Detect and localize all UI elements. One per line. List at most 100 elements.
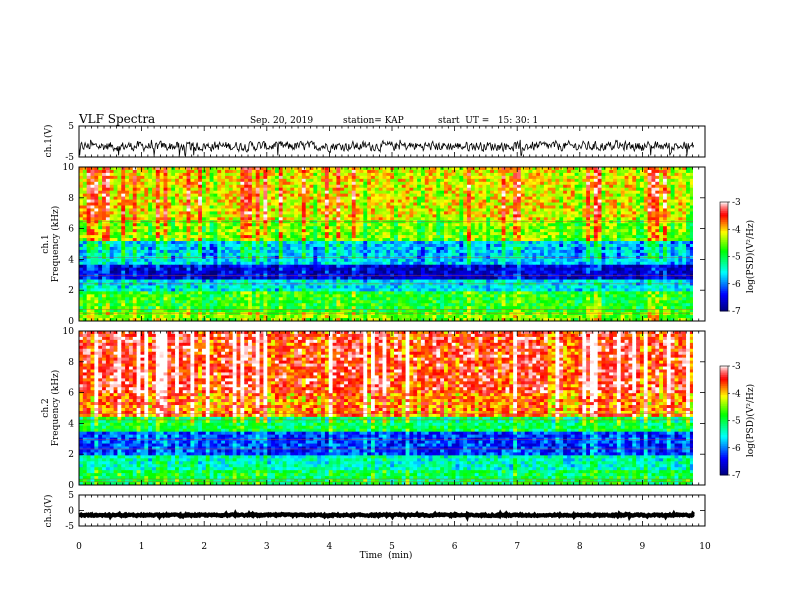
ch1-spectrogram-cell — [194, 167, 199, 171]
ch1-spectrogram-cell — [528, 199, 533, 204]
ch1-spectrogram-cell — [578, 220, 583, 224]
ch1-spectrogram-cell — [559, 241, 564, 245]
ch1-spectrogram-cell — [543, 181, 549, 186]
ch1-spectrogram-cell — [566, 238, 572, 242]
ch1-spectrogram-cell — [497, 178, 503, 183]
ch1-spectrogram-cell — [79, 226, 84, 230]
ch1-spectrogram-cell — [198, 246, 203, 251]
ch1-spectrogram-cell — [205, 211, 211, 215]
ch1-spectrogram-cell — [221, 226, 226, 230]
ch1-spectrogram-cell — [609, 246, 614, 251]
ch1-spectrogram-cell — [689, 205, 693, 210]
ch1-spectrogram-cell — [678, 167, 683, 171]
ch1-spectrogram-cell — [470, 244, 476, 248]
ch1-spectrogram-cell — [167, 246, 172, 251]
ch1-spectrogram-cell — [305, 190, 311, 195]
ch1-spectrogram-cell — [113, 181, 119, 186]
ch1-spectrogram-cell — [601, 190, 606, 195]
ch1-spectrogram-cell — [79, 167, 84, 171]
ch1-spectrogram-cell — [563, 172, 568, 177]
ch1-spectrogram-cell — [240, 190, 245, 195]
ch1-spectrogram-cell — [390, 199, 395, 204]
ch1-spectrogram-cell — [536, 220, 541, 224]
ch1-spectrogram-cell — [351, 169, 357, 174]
ch1-spectrogram-cell — [236, 184, 241, 189]
ch1-spectrogram-cell — [182, 232, 188, 236]
ch1-spectrogram-cell — [497, 241, 503, 245]
ch1-spectrogram-cell — [82, 223, 88, 227]
ch1-spectrogram-cell — [228, 193, 234, 198]
ch1-spectrogram-cell — [536, 167, 541, 171]
ch1-spectrogram-cell — [132, 232, 138, 236]
ch1-spectrogram-cell — [98, 214, 103, 218]
ch1-spectrogram-cell — [282, 175, 288, 180]
ch1-spectrogram-cell — [217, 205, 222, 210]
ch1-spectrogram-cell — [321, 181, 326, 186]
ch1-spectrogram-cell — [290, 187, 295, 192]
ch1-spectrogram-cell — [455, 246, 460, 251]
ch1-spectrogram-cell — [670, 217, 676, 221]
ch1-spectrogram-cell — [447, 190, 453, 195]
ch1-spectrogram-cell — [609, 238, 614, 242]
ch1-spectrogram-cell — [563, 199, 568, 204]
ch1-spectrogram-cell — [436, 211, 441, 215]
ch1-spectrogram-cell — [82, 249, 88, 254]
ch1-spectrogram-cell — [132, 172, 138, 177]
ch1-spectrogram-cell — [94, 199, 99, 204]
ch1-spectrogram-cell — [674, 172, 679, 177]
ch1-spectrogram-cell — [282, 202, 288, 207]
ch1-spectrogram-cell — [424, 252, 430, 257]
ch1-spectrogram-cell — [636, 187, 641, 192]
ch1-spectrogram-cell — [105, 167, 111, 171]
ch1-spectrogram-cell — [267, 181, 272, 186]
ch1-spectrogram-cell — [643, 193, 649, 198]
ch1-spectrogram-cell — [574, 211, 580, 215]
ch1-spectrogram-cell — [474, 184, 480, 189]
ch1-spectrogram-cell — [428, 178, 434, 183]
ch1-spectrogram-cell — [570, 202, 576, 207]
ch1-spectrogram-cell — [463, 178, 468, 183]
ch1-spectrogram-cell — [259, 252, 265, 257]
ch1-spectrogram-cell — [305, 214, 311, 218]
ch1-spectrogram-cell — [405, 229, 411, 233]
ch1-spectrogram-cell — [105, 205, 111, 210]
ch1-spectrogram-cell — [432, 193, 437, 198]
ch1-spectrogram-cell — [551, 244, 557, 248]
ch1-spectrogram-cell — [482, 175, 487, 180]
ch1-spectrogram-cell — [171, 172, 176, 177]
ch1-spectrogram-cell — [251, 235, 257, 239]
ch1-spectrogram-cell — [328, 244, 334, 248]
ch1-spectrogram-cell — [551, 178, 557, 183]
ch1-spectrogram-cell — [386, 232, 391, 236]
ch1-spectrogram-cell — [390, 235, 395, 239]
ch1-spectrogram-cell — [386, 246, 391, 251]
ch1-spectrogram-cell — [513, 232, 518, 236]
ch1-spectrogram-cell — [321, 244, 326, 248]
ch1-spectrogram-cell — [659, 252, 664, 257]
ch1-spectrogram-cell — [367, 199, 372, 204]
ch1-spectrogram-cell — [390, 220, 395, 224]
ch1-spectrogram-cell — [132, 184, 138, 189]
ch1-spectrogram-cell — [520, 187, 526, 192]
ch1-spectrogram-cell — [298, 241, 303, 245]
ch1-spectrogram-cell — [463, 193, 468, 198]
ch1-spectrogram-cell — [394, 184, 399, 189]
ch1-spectrogram-cell — [405, 226, 411, 230]
ch1-spectrogram-cell — [386, 252, 391, 257]
ch1-spectrogram-cell — [336, 235, 341, 239]
ch1-spectrogram-cell — [274, 196, 280, 201]
ch1-spectrogram-cell — [555, 196, 560, 201]
ch1-spectrogram-cell — [209, 229, 215, 233]
ch1-spectrogram-cell — [620, 249, 626, 254]
ch1-spectrogram-cell — [82, 205, 88, 210]
ch1-spectrogram-cell — [651, 223, 656, 227]
ch1-spectrogram-cell — [574, 187, 580, 192]
ch1-spectrogram-cell — [666, 196, 672, 201]
ch1-spectrogram-cell — [570, 178, 576, 183]
ch1-spectrogram-cell — [82, 238, 88, 242]
ch1-spectrogram-cell — [163, 175, 168, 180]
ch1-spectrogram-cell — [82, 193, 88, 198]
ch1-spectrogram-cell — [409, 249, 414, 254]
ch1-spectrogram-cell — [639, 184, 645, 189]
ch1-spectrogram-cell — [240, 172, 245, 177]
